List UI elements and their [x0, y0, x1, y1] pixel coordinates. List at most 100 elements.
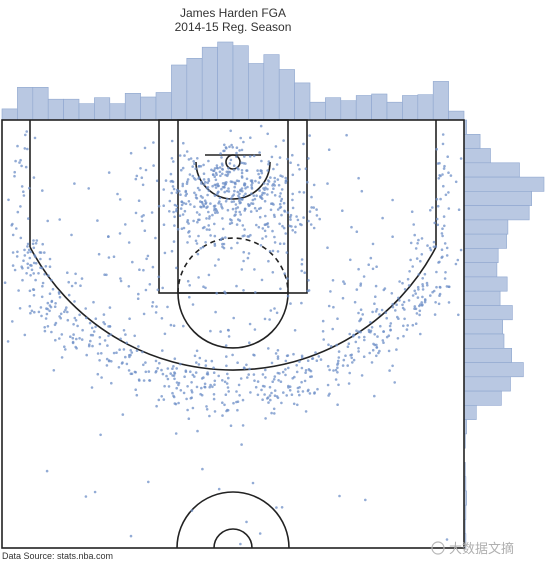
shot-point — [125, 341, 128, 345]
shot-point — [238, 199, 241, 203]
shot-point — [48, 265, 52, 269]
shot-point — [186, 241, 189, 244]
shot-point — [253, 379, 256, 383]
shot-point — [359, 308, 363, 312]
shot-point — [327, 394, 330, 397]
shot-point — [182, 391, 186, 395]
shot-point — [314, 351, 317, 354]
shot-point — [416, 242, 419, 245]
shot-point — [26, 147, 29, 151]
shot-point — [423, 300, 427, 304]
shot-point — [421, 283, 424, 286]
shot-point — [151, 265, 155, 269]
shot-point — [355, 230, 359, 233]
shot-point — [19, 205, 22, 208]
shot-point — [235, 166, 239, 170]
shot-point — [194, 196, 198, 199]
shot-point — [208, 215, 211, 218]
shot-point — [107, 334, 110, 338]
shot-point — [40, 295, 44, 299]
shot-point — [84, 495, 88, 498]
shot-point — [238, 210, 241, 214]
shot-point — [442, 184, 445, 188]
shot-point — [440, 232, 444, 235]
shot-point — [213, 167, 217, 170]
shot-point — [66, 318, 70, 322]
shot-point — [206, 205, 209, 208]
shot-point — [26, 242, 30, 246]
shot-point — [270, 411, 273, 415]
shot-point — [334, 368, 338, 372]
shot-point — [332, 305, 335, 309]
shot-point — [223, 149, 226, 153]
shot-point — [43, 273, 46, 276]
shot-point — [227, 167, 230, 170]
top-hist-bar — [78, 103, 95, 121]
shot-point — [169, 172, 173, 176]
top-hist-bar — [201, 46, 218, 121]
shot-point — [196, 220, 199, 224]
shot-point — [258, 532, 262, 535]
top-hist-bar — [63, 98, 80, 121]
shot-point — [133, 334, 136, 338]
shot-point — [107, 325, 110, 328]
shot-point — [199, 247, 203, 250]
shot-point — [155, 305, 158, 308]
shot-point — [212, 169, 215, 173]
shot-point — [143, 146, 147, 150]
right-hist-bar — [463, 176, 545, 192]
shot-point — [199, 200, 202, 203]
shot-point — [199, 194, 203, 198]
shot-point — [74, 319, 78, 322]
shot-point — [226, 372, 229, 376]
shot-point — [421, 288, 425, 291]
shot-point — [432, 289, 436, 293]
shot-point — [278, 242, 282, 245]
shot-point — [196, 252, 200, 256]
shot-point — [435, 270, 438, 274]
shot-point — [175, 188, 179, 192]
shot-point — [381, 339, 385, 342]
top-hist-bar — [402, 95, 419, 121]
shot-point — [243, 367, 246, 370]
shot-point — [187, 231, 190, 234]
top-hist-bar — [263, 54, 280, 121]
shot-point — [178, 154, 182, 157]
shot-point — [195, 211, 199, 214]
shot-point — [312, 183, 316, 187]
shot-point — [280, 197, 284, 201]
shot-point — [336, 403, 339, 407]
shot-point — [39, 251, 43, 254]
shot-point — [312, 206, 316, 209]
shot-point — [261, 191, 265, 195]
shot-point — [184, 194, 187, 197]
shot-point — [209, 234, 212, 237]
shot-point — [46, 325, 50, 328]
shot-point — [230, 219, 233, 222]
shot-point — [269, 309, 273, 312]
shot-point — [39, 306, 43, 309]
shot-point — [221, 401, 224, 405]
shot-point — [257, 225, 261, 229]
top-hist-bar — [1, 108, 18, 121]
shot-point — [286, 277, 289, 280]
shot-point — [236, 218, 240, 221]
shot-point — [273, 180, 277, 183]
shot-point — [98, 359, 101, 362]
shot-point — [406, 324, 410, 327]
right-hist-bar — [463, 205, 530, 221]
data-source: Data Source: stats.nba.com — [2, 551, 113, 561]
shot-point — [194, 193, 198, 197]
shot-point — [421, 303, 424, 307]
shot-point — [225, 355, 228, 358]
right-hist-bar — [463, 191, 532, 206]
shot-point — [180, 200, 184, 203]
shot-point — [87, 187, 90, 190]
shot-point — [80, 338, 84, 341]
shot-point — [276, 355, 280, 358]
shot-point — [214, 310, 217, 314]
shot-point — [224, 173, 227, 177]
shot-point — [53, 305, 57, 309]
shot-point — [383, 287, 387, 290]
shot-point — [79, 284, 82, 288]
